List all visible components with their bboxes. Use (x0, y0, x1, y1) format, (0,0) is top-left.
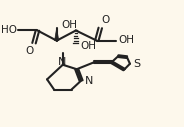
Text: OH: OH (119, 35, 135, 45)
Text: N: N (58, 57, 66, 67)
Text: OH: OH (80, 41, 96, 51)
Text: OH: OH (61, 20, 77, 30)
Text: S: S (133, 59, 140, 69)
Polygon shape (55, 28, 59, 41)
Text: O: O (25, 46, 33, 56)
Text: HO: HO (1, 25, 17, 35)
Text: O: O (101, 15, 109, 25)
Text: N: N (85, 76, 93, 86)
